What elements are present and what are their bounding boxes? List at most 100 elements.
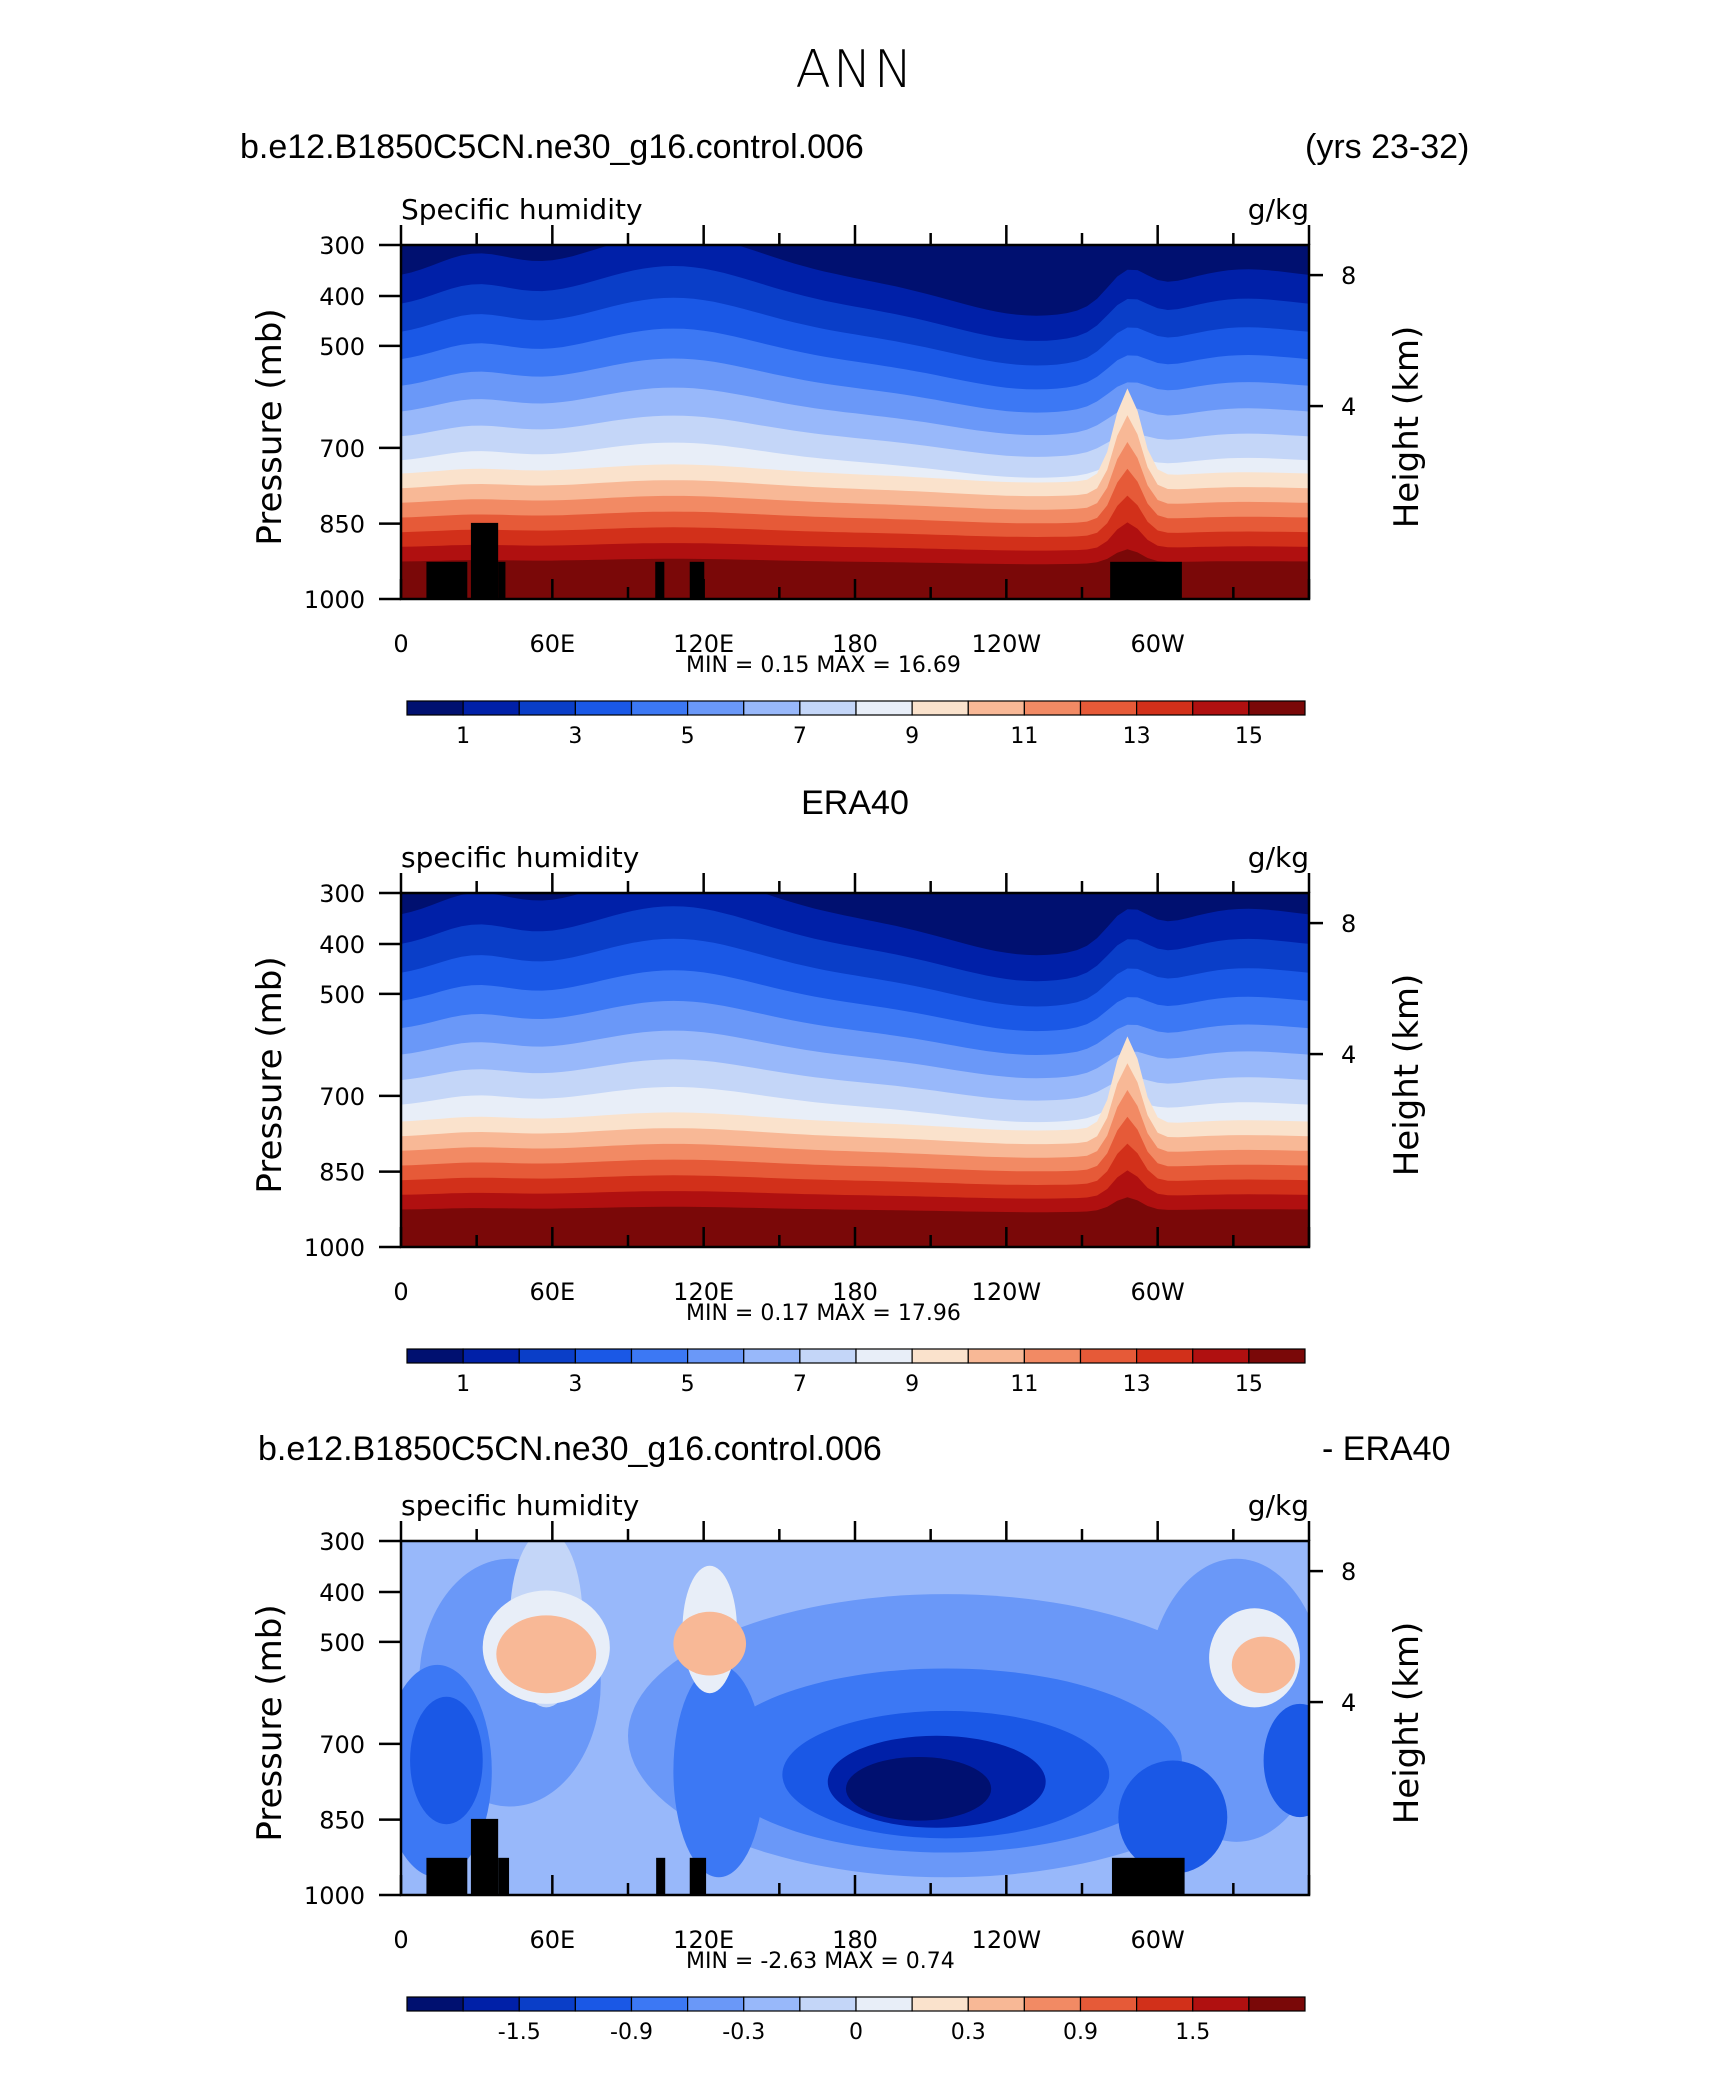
colorbar-swatch: [1248, 700, 1306, 716]
panel-1-plot: Specific humidity g/kg3004005007008501000…: [250, 193, 1427, 749]
panel-3-plot: specific humidity g/kg3004005007008501000…: [250, 1489, 1427, 2045]
colorbar-swatch: [574, 1348, 633, 1364]
colorbar-label: 0: [849, 2020, 863, 2045]
colorbar-swatch: [1136, 1348, 1194, 1364]
plot-subtitle: specific humidity: [401, 1489, 639, 1522]
colorbar-swatch: [855, 1348, 913, 1364]
colorbar-swatch: [1136, 1996, 1194, 2012]
colorbar-label: 15: [1235, 1372, 1263, 1397]
colorbar-swatch: [406, 1348, 464, 1364]
y2-tick-label: 4: [1341, 1689, 1356, 1717]
y-tick-label: 300: [319, 232, 365, 260]
colorbar-swatch: [1192, 700, 1250, 716]
colorbar-swatch: [406, 700, 464, 716]
y-tick-label: 500: [319, 981, 365, 1009]
y-tick-label: 400: [319, 1579, 365, 1607]
colorbar-swatch: [799, 700, 857, 716]
x-tick-label: 0: [393, 630, 408, 658]
colorbar-swatch: [967, 1996, 1025, 2012]
anomaly-region-10: [845, 1756, 992, 1821]
colorbar-label: 5: [681, 1372, 695, 1397]
colorbar-swatch: [518, 1348, 576, 1364]
colorbar-swatch: [967, 1348, 1025, 1364]
terrain-mask-0: [426, 561, 468, 600]
panel-2-plot: specific humidity g/kg3004005007008501000…: [250, 841, 1427, 1397]
panel-2-title: ERA40: [801, 784, 909, 822]
colorbar-label: 9: [905, 724, 919, 749]
terrain-mask-1: [470, 522, 499, 600]
x-tick-label: 60E: [529, 1278, 575, 1306]
anomaly-region-7: [410, 1696, 483, 1825]
min-max-label: MIN = -2.63 MAX = 0.74: [686, 1949, 955, 1974]
x-tick-label: 0: [393, 1926, 408, 1954]
y2-tick-label: 4: [1341, 393, 1356, 421]
colorbar-swatch: [1023, 1996, 1082, 2012]
colorbar-label: 0.9: [1063, 2020, 1098, 2045]
units-label: g/kg: [1248, 1489, 1309, 1522]
terrain-mask-3: [656, 1857, 666, 1896]
y-tick-label: 400: [319, 931, 365, 959]
y-axis-label: Pressure (mb): [250, 1604, 290, 1841]
units-label: g/kg: [1248, 841, 1309, 874]
x-tick-label: 120E: [673, 1278, 734, 1306]
plot-subtitle: specific humidity: [401, 841, 639, 874]
colorbar-swatch: [799, 1996, 857, 2012]
colorbar-swatch: [574, 1996, 633, 2012]
colorbar-swatch: [911, 700, 969, 716]
colorbar-swatch: [687, 1348, 745, 1364]
y-tick-label: 500: [319, 1629, 365, 1657]
colorbar-swatch: [743, 700, 801, 716]
y-tick-label: 700: [319, 435, 365, 463]
colorbar-swatch: [1079, 1996, 1138, 2012]
panel-3-title-left: b.e12.B1850C5CN.ne30_g16.control.006: [258, 1430, 882, 1468]
terrain-mask-3: [655, 561, 665, 600]
terrain-mask-5: [1110, 561, 1182, 600]
colorbar-label: 9: [905, 1372, 919, 1397]
x-tick-label: 120W: [972, 1278, 1042, 1306]
colorbar-swatch: [743, 1348, 801, 1364]
colorbar-swatch: [630, 1996, 689, 2012]
colorbar-swatch: [462, 1996, 520, 2012]
colorbar-swatch: [1192, 1996, 1250, 2012]
colorbar-swatch: [687, 700, 745, 716]
y-tick-label: 1000: [304, 1234, 365, 1262]
colorbar-swatch: [518, 1996, 576, 2012]
colorbar-swatch: [687, 1996, 745, 2012]
colorbar-label: -0.3: [722, 2020, 765, 2045]
y-tick-label: 850: [319, 1807, 365, 1835]
colorbar-swatch: [799, 1348, 857, 1364]
colorbar-swatch: [1192, 1348, 1250, 1364]
colorbar-label: 13: [1123, 1372, 1151, 1397]
colorbar-swatch: [630, 1348, 689, 1364]
x-tick-label: 120E: [673, 630, 734, 658]
colorbar-label: 11: [1010, 724, 1038, 749]
y-tick-label: 700: [319, 1731, 365, 1759]
terrain-mask-1: [470, 1818, 499, 1896]
colorbar-swatch: [574, 700, 633, 716]
colorbar-label: 11: [1010, 1372, 1038, 1397]
colorbar-swatch: [518, 700, 576, 716]
colorbar-swatch: [855, 700, 913, 716]
terrain-mask-5: [1111, 1857, 1185, 1896]
y-tick-label: 500: [319, 333, 365, 361]
x-tick-label: 60W: [1131, 630, 1185, 658]
x-tick-label: 180: [832, 630, 878, 658]
colorbar-label: -0.9: [610, 2020, 653, 2045]
x-tick-label: 60W: [1131, 1278, 1185, 1306]
colorbar-label: 7: [793, 1372, 807, 1397]
y2-tick-label: 4: [1341, 1041, 1356, 1069]
y2-axis-label: Height (km): [1387, 974, 1427, 1177]
colorbar-swatch: [855, 1996, 913, 2012]
y2-tick-label: 8: [1341, 910, 1356, 938]
y-tick-label: 400: [319, 283, 365, 311]
y2-tick-label: 8: [1341, 1558, 1356, 1586]
y2-tick-label: 8: [1341, 262, 1356, 290]
colorbar-label: 3: [568, 724, 582, 749]
anomaly-region-8: [1118, 1760, 1228, 1874]
terrain-mask-4: [689, 561, 705, 600]
colorbar-label: 1: [456, 724, 470, 749]
colorbar-label: 1.5: [1175, 2020, 1210, 2045]
colorbar-label: 7: [793, 724, 807, 749]
y2-axis-label: Height (km): [1387, 1622, 1427, 1825]
colorbar-swatch: [911, 1348, 969, 1364]
